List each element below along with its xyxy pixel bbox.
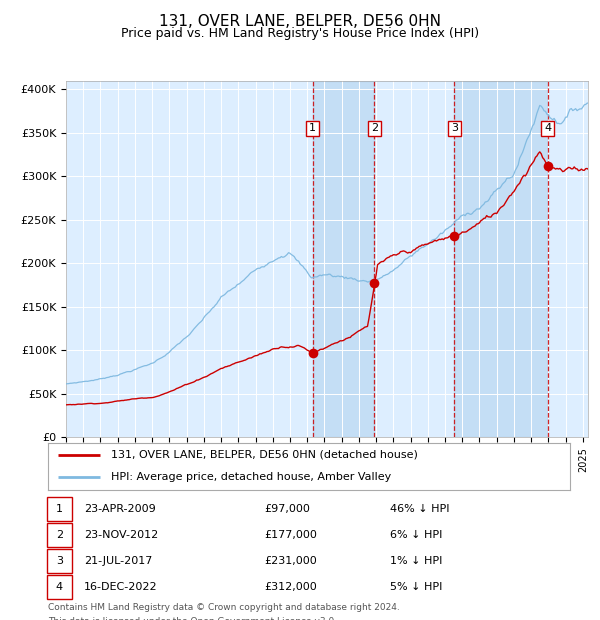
Text: 16-DEC-2022: 16-DEC-2022 <box>84 582 158 592</box>
Text: 2: 2 <box>371 123 378 133</box>
Text: 23-APR-2009: 23-APR-2009 <box>84 504 156 514</box>
Text: 4: 4 <box>56 582 63 592</box>
Text: £97,000: £97,000 <box>264 504 310 514</box>
Text: 6% ↓ HPI: 6% ↓ HPI <box>390 530 442 540</box>
Bar <box>454 81 548 437</box>
Bar <box>313 81 374 437</box>
Text: This data is licensed under the Open Government Licence v3.0.: This data is licensed under the Open Gov… <box>48 617 337 620</box>
Text: £231,000: £231,000 <box>264 556 317 566</box>
Text: 1: 1 <box>56 504 63 514</box>
Text: 131, OVER LANE, BELPER, DE56 0HN: 131, OVER LANE, BELPER, DE56 0HN <box>159 14 441 29</box>
Text: 21-JUL-2017: 21-JUL-2017 <box>84 556 152 566</box>
Text: £177,000: £177,000 <box>264 530 317 540</box>
Text: 131, OVER LANE, BELPER, DE56 0HN (detached house): 131, OVER LANE, BELPER, DE56 0HN (detach… <box>110 450 418 460</box>
Text: 1: 1 <box>309 123 316 133</box>
Text: 2: 2 <box>56 530 63 540</box>
Text: 46% ↓ HPI: 46% ↓ HPI <box>390 504 449 514</box>
Text: Price paid vs. HM Land Registry's House Price Index (HPI): Price paid vs. HM Land Registry's House … <box>121 27 479 40</box>
Text: HPI: Average price, detached house, Amber Valley: HPI: Average price, detached house, Ambe… <box>110 472 391 482</box>
Text: 5% ↓ HPI: 5% ↓ HPI <box>390 582 442 592</box>
Text: 1% ↓ HPI: 1% ↓ HPI <box>390 556 442 566</box>
Text: 23-NOV-2012: 23-NOV-2012 <box>84 530 158 540</box>
Text: 4: 4 <box>544 123 551 133</box>
Text: 3: 3 <box>451 123 458 133</box>
Text: 3: 3 <box>56 556 63 566</box>
Text: £312,000: £312,000 <box>264 582 317 592</box>
Text: Contains HM Land Registry data © Crown copyright and database right 2024.: Contains HM Land Registry data © Crown c… <box>48 603 400 613</box>
